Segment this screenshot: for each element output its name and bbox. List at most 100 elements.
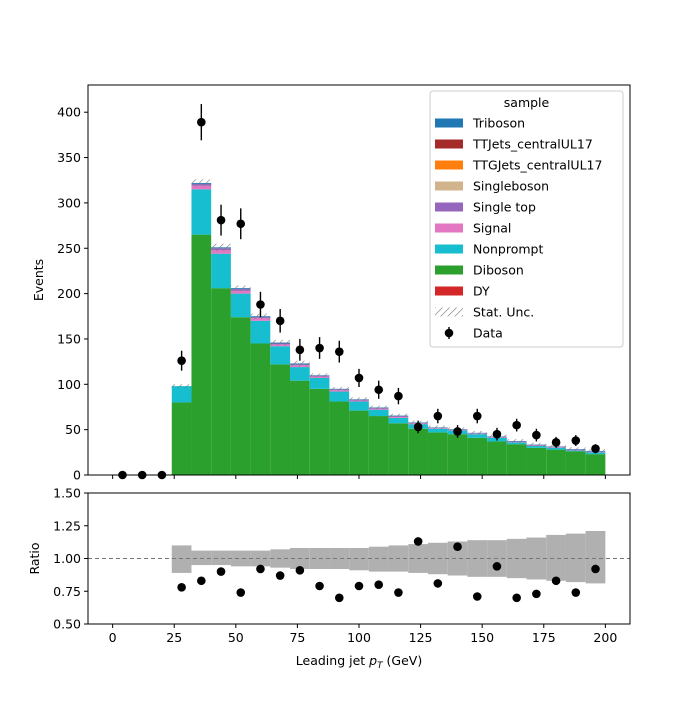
ratio-point xyxy=(552,576,561,585)
ratio-x-tick-label: 25 xyxy=(166,630,182,645)
ratio-unc-band xyxy=(251,551,271,567)
stack-bar-diboson xyxy=(191,235,211,475)
stack-bar-diboson xyxy=(231,317,251,475)
stat-unc-hatch xyxy=(270,340,290,345)
stack-bar-nonprompt xyxy=(172,386,192,402)
ratio-unc-band xyxy=(349,548,369,570)
legend-handle-triboson xyxy=(435,119,463,128)
legend-handle-nonprompt xyxy=(435,245,463,254)
data-point xyxy=(512,421,521,430)
ratio-point xyxy=(256,565,265,574)
legend-handle-ttjets-centralul17 xyxy=(435,140,463,149)
stack-bar-nonprompt xyxy=(231,294,251,318)
stat-unc-hatch xyxy=(310,373,330,377)
y-tick-label: 150 xyxy=(57,331,81,346)
legend-label: Signal xyxy=(473,221,511,236)
stat-unc-hatch xyxy=(211,244,231,251)
legend-handle-dy xyxy=(435,287,463,296)
stack-bar-diboson xyxy=(211,288,231,475)
ratio-point xyxy=(591,565,600,574)
stack-bar-nonprompt xyxy=(251,321,271,344)
ratio-point xyxy=(473,592,482,601)
ratio-unc-band xyxy=(369,547,389,572)
ratio-point xyxy=(236,588,245,597)
ratio-point xyxy=(493,562,502,571)
stat-unc-hatch xyxy=(507,439,527,443)
ratio-point xyxy=(276,571,285,580)
y-tick-label: 100 xyxy=(57,377,81,392)
stack-bar-nonprompt xyxy=(211,254,231,288)
data-point xyxy=(256,300,265,309)
data-point xyxy=(591,444,600,453)
data-point xyxy=(335,347,344,356)
stat-unc-hatch xyxy=(389,414,409,418)
stack-bar-diboson xyxy=(369,416,389,475)
stack-bar-diboson xyxy=(467,438,487,475)
stack-bar-diboson xyxy=(408,429,428,475)
ratio-y-tick-label: 1.25 xyxy=(53,518,81,533)
ratio-point xyxy=(355,582,364,591)
stack-bar-diboson xyxy=(349,411,369,475)
ratio-point xyxy=(434,579,443,588)
stack-bar-diboson xyxy=(270,364,290,475)
ratio-unc-band xyxy=(546,535,566,581)
legend-label: Single top xyxy=(473,200,536,215)
legend-handle-stat-unc xyxy=(435,308,463,317)
ratio-x-tick-label: 0 xyxy=(109,630,117,645)
data-point xyxy=(177,356,186,365)
data-point xyxy=(473,412,482,421)
stack-bar-nonprompt xyxy=(290,367,310,381)
ratio-point xyxy=(512,594,521,603)
legend-label: TTGJets_centralUL17 xyxy=(472,158,602,173)
ratio-y-tick-label: 1.50 xyxy=(53,486,81,501)
ratio-y-axis-label: Ratio xyxy=(27,542,42,574)
stat-unc-hatch xyxy=(329,387,349,391)
stat-unc-hatch xyxy=(290,361,310,366)
legend-label: Diboson xyxy=(473,263,524,278)
data-point xyxy=(296,346,305,355)
ratio-unc-band xyxy=(428,543,448,574)
stack-bar-nonprompt xyxy=(310,378,330,389)
stat-unc-hatch xyxy=(467,431,487,435)
stack-bar-nonprompt xyxy=(389,418,409,423)
legend-title: sample xyxy=(504,95,550,110)
y-axis-label: Events xyxy=(31,259,46,301)
ratio-unc-band xyxy=(191,551,211,565)
legend: sampleTribosonTTJets_centralUL17TTGJets_… xyxy=(430,91,623,347)
data-point xyxy=(493,430,502,439)
stack-bar-diboson xyxy=(389,423,409,475)
ratio-y-tick-label: 0.50 xyxy=(53,617,81,632)
stack-bar-nonprompt xyxy=(467,434,487,438)
data-point xyxy=(394,392,403,401)
data-point xyxy=(572,436,581,445)
stack-bar-diboson xyxy=(527,448,547,475)
stack-bar-diboson xyxy=(546,450,566,475)
y-tick-label: 300 xyxy=(57,195,81,210)
data-point xyxy=(434,412,443,421)
stack-bar-diboson xyxy=(448,434,468,475)
stack-bar-diboson xyxy=(251,343,271,475)
ratio-x-tick-label: 200 xyxy=(593,630,617,645)
stack-bar-diboson xyxy=(329,402,349,475)
stat-unc-hatch xyxy=(369,406,389,410)
stack-bar-diboson xyxy=(290,381,310,475)
ratio-x-tick-label: 75 xyxy=(289,630,305,645)
ratio-unc-band xyxy=(172,545,192,573)
stat-unc-hatch xyxy=(428,426,448,430)
ratio-point xyxy=(177,583,186,592)
ratio-point xyxy=(217,567,226,576)
y-tick-label: 350 xyxy=(57,150,81,165)
data-point xyxy=(276,317,285,326)
stack-bar-diboson xyxy=(172,402,192,475)
data-point xyxy=(355,374,364,383)
legend-label: DY xyxy=(473,284,490,299)
legend-label: Stat. Unc. xyxy=(473,305,534,320)
legend-label: Nonprompt xyxy=(473,242,543,257)
legend-handle-diboson xyxy=(435,266,463,275)
ratio-point xyxy=(414,537,423,546)
stack-bar-nonprompt xyxy=(270,346,290,364)
ratio-point xyxy=(394,588,403,597)
ratio-x-tick-label: 50 xyxy=(228,630,244,645)
